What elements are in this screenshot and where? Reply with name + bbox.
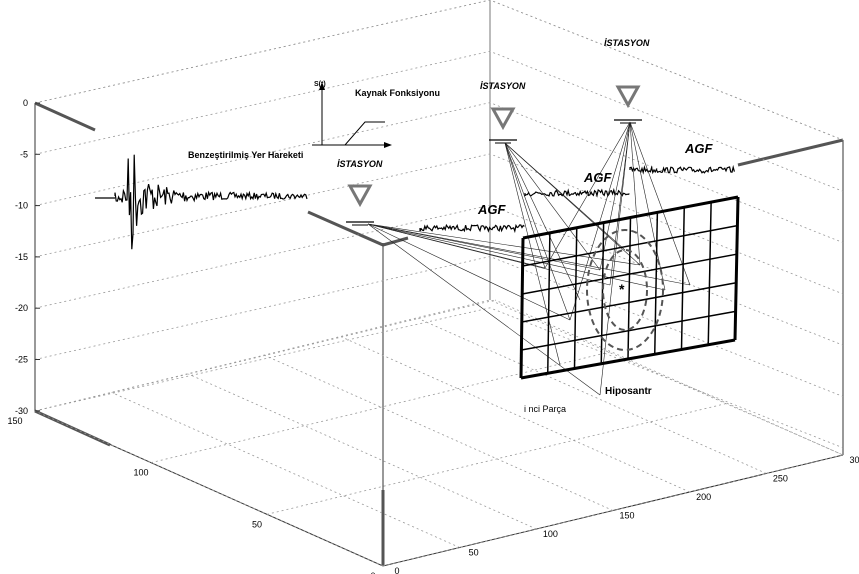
label: Hiposantr xyxy=(605,386,652,397)
z-tick-label: -25 xyxy=(15,355,28,365)
fault-line xyxy=(682,207,685,349)
ray xyxy=(368,224,570,320)
station-icon xyxy=(350,186,370,204)
ray xyxy=(368,224,610,285)
fault-plane xyxy=(521,197,738,378)
grid xyxy=(35,0,843,566)
grid-line xyxy=(35,51,843,191)
label: Benzeştirilmiş Yer Hareketi xyxy=(188,150,303,160)
ray xyxy=(600,122,630,395)
fault-line xyxy=(708,202,711,345)
edge-stub xyxy=(738,140,843,165)
edge-stub xyxy=(308,212,383,245)
label: Kaynak Fonksiyonu xyxy=(355,88,440,98)
floor-back xyxy=(35,300,843,455)
ray xyxy=(610,122,630,285)
ray xyxy=(505,143,560,365)
ray xyxy=(505,143,600,270)
ray xyxy=(630,122,690,285)
fault-line xyxy=(548,233,550,373)
station-icon xyxy=(618,87,638,105)
agf-label: AGF xyxy=(684,141,714,156)
x-tick-label: 200 xyxy=(696,492,711,502)
x-tick-label: 300 xyxy=(849,455,859,465)
grid-line xyxy=(35,257,843,397)
x-tick-label: 150 xyxy=(619,511,634,521)
grid-line xyxy=(35,308,843,448)
grid-line xyxy=(342,337,690,492)
agf-label: AGF xyxy=(583,170,613,185)
z-tick-label: -20 xyxy=(15,303,28,313)
axis-edges xyxy=(35,103,843,566)
waveform xyxy=(630,167,734,173)
grid-line xyxy=(188,374,536,529)
grid-line xyxy=(418,319,766,474)
grid-line xyxy=(35,154,843,294)
y-tick-label: 100 xyxy=(133,468,148,478)
x-tick-label: 0 xyxy=(394,566,399,574)
z-tick-label: -10 xyxy=(15,201,28,211)
station-label: İSTASYON xyxy=(480,81,526,91)
z-tick-label: -5 xyxy=(20,149,28,159)
grid-line xyxy=(35,0,843,140)
z-tick-label: -15 xyxy=(15,252,28,262)
waveforms xyxy=(95,87,734,249)
waveform xyxy=(115,155,307,250)
station-label: İSTASYON xyxy=(604,38,650,48)
waveform xyxy=(420,225,524,231)
z-tick-label: 0 xyxy=(23,98,28,108)
grid-line xyxy=(35,205,843,345)
grid-line xyxy=(265,356,613,511)
y-tick-label: 50 xyxy=(252,519,262,529)
label: i nci Parça xyxy=(524,404,566,414)
grid-line xyxy=(35,103,843,243)
ray xyxy=(505,143,545,268)
edge-stub xyxy=(35,411,110,445)
x-tick-label: 100 xyxy=(543,529,558,539)
svg-text:*: * xyxy=(619,281,625,297)
fault-line xyxy=(521,238,523,378)
box xyxy=(35,0,843,566)
y-tick-label: 150 xyxy=(7,416,22,426)
label: S(t) xyxy=(314,81,326,88)
diagram: * Benzeştirilmiş Yer Hareketi Kaynak Fon… xyxy=(0,0,859,574)
x-tick-label: 50 xyxy=(469,548,479,558)
top-edge xyxy=(35,0,843,140)
edge-stub xyxy=(35,103,95,130)
fault-line xyxy=(655,212,658,354)
station-label: İSTASYON xyxy=(337,159,383,169)
ray xyxy=(505,143,580,300)
fault-line xyxy=(628,218,631,360)
grid-line xyxy=(112,393,460,548)
z-tick-label: -30 xyxy=(15,406,28,416)
ray xyxy=(368,224,690,285)
rays xyxy=(368,122,690,395)
station-icon xyxy=(493,109,513,127)
fault-line xyxy=(735,197,738,340)
x-tick-label: 250 xyxy=(773,474,788,484)
agf-label: AGF xyxy=(477,202,507,217)
